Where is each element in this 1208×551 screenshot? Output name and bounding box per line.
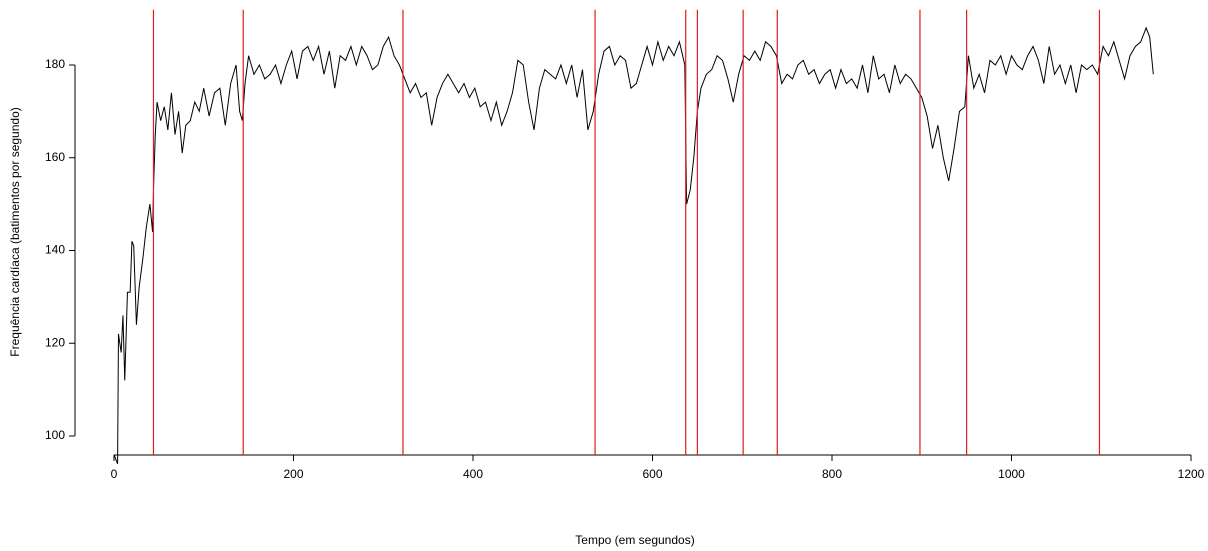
x-tick-label: 400	[463, 467, 483, 481]
y-tick-label: 160	[45, 150, 65, 164]
y-tick-label: 140	[45, 243, 65, 257]
x-tick-label: 600	[642, 467, 662, 481]
x-tick-label: 0	[111, 467, 118, 481]
y-tick-label: 180	[45, 57, 65, 71]
x-tick-label: 1000	[998, 467, 1025, 481]
y-tick-label: 120	[45, 335, 65, 349]
y-axis-label: Frequência cardíaca (batimentos por segu…	[8, 107, 22, 356]
x-tick-label: 1200	[1178, 467, 1205, 481]
x-tick-label: 800	[822, 467, 842, 481]
x-tick-label: 200	[283, 467, 303, 481]
y-tick-label: 100	[45, 428, 65, 442]
x-axis-label: Tempo (em segundos)	[575, 533, 694, 547]
data-line	[113, 26, 1154, 464]
